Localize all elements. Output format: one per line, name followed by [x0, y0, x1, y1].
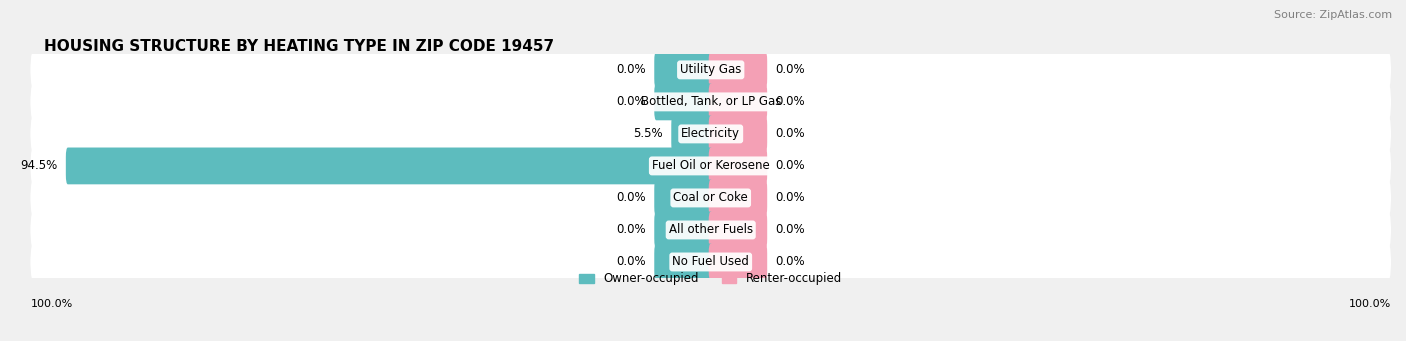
- Text: Fuel Oil or Kerosene: Fuel Oil or Kerosene: [652, 160, 769, 173]
- FancyBboxPatch shape: [709, 116, 768, 152]
- Text: Electricity: Electricity: [682, 128, 740, 140]
- FancyBboxPatch shape: [31, 239, 1391, 285]
- FancyBboxPatch shape: [654, 211, 713, 248]
- FancyBboxPatch shape: [31, 79, 1391, 125]
- FancyBboxPatch shape: [709, 243, 768, 280]
- Text: 0.0%: 0.0%: [775, 255, 806, 268]
- FancyBboxPatch shape: [671, 116, 713, 152]
- Text: 0.0%: 0.0%: [616, 63, 647, 76]
- Text: 0.0%: 0.0%: [775, 95, 806, 108]
- Text: Bottled, Tank, or LP Gas: Bottled, Tank, or LP Gas: [641, 95, 780, 108]
- Text: 0.0%: 0.0%: [775, 191, 806, 205]
- Text: 100.0%: 100.0%: [31, 299, 73, 309]
- FancyBboxPatch shape: [654, 243, 713, 280]
- Text: 0.0%: 0.0%: [616, 191, 647, 205]
- FancyBboxPatch shape: [31, 207, 1391, 253]
- Text: 0.0%: 0.0%: [616, 223, 647, 236]
- FancyBboxPatch shape: [709, 148, 768, 184]
- Text: 0.0%: 0.0%: [775, 160, 806, 173]
- FancyBboxPatch shape: [31, 111, 1391, 157]
- Text: No Fuel Used: No Fuel Used: [672, 255, 749, 268]
- FancyBboxPatch shape: [709, 179, 768, 216]
- FancyBboxPatch shape: [709, 84, 768, 120]
- FancyBboxPatch shape: [31, 175, 1391, 221]
- Text: Utility Gas: Utility Gas: [681, 63, 741, 76]
- FancyBboxPatch shape: [654, 84, 713, 120]
- Text: Source: ZipAtlas.com: Source: ZipAtlas.com: [1274, 10, 1392, 20]
- Text: Coal or Coke: Coal or Coke: [673, 191, 748, 205]
- Text: 94.5%: 94.5%: [21, 160, 58, 173]
- FancyBboxPatch shape: [31, 47, 1391, 93]
- FancyBboxPatch shape: [654, 179, 713, 216]
- Text: 5.5%: 5.5%: [634, 128, 664, 140]
- FancyBboxPatch shape: [31, 143, 1391, 189]
- Text: 0.0%: 0.0%: [775, 128, 806, 140]
- Text: 0.0%: 0.0%: [616, 255, 647, 268]
- FancyBboxPatch shape: [709, 211, 768, 248]
- FancyBboxPatch shape: [709, 51, 768, 88]
- FancyBboxPatch shape: [654, 51, 713, 88]
- Legend: Owner-occupied, Renter-occupied: Owner-occupied, Renter-occupied: [575, 268, 846, 290]
- Text: 0.0%: 0.0%: [775, 63, 806, 76]
- Text: 0.0%: 0.0%: [775, 223, 806, 236]
- Text: 0.0%: 0.0%: [616, 95, 647, 108]
- Text: All other Fuels: All other Fuels: [669, 223, 752, 236]
- FancyBboxPatch shape: [66, 148, 713, 184]
- Text: 100.0%: 100.0%: [1348, 299, 1391, 309]
- Text: HOUSING STRUCTURE BY HEATING TYPE IN ZIP CODE 19457: HOUSING STRUCTURE BY HEATING TYPE IN ZIP…: [44, 39, 554, 54]
